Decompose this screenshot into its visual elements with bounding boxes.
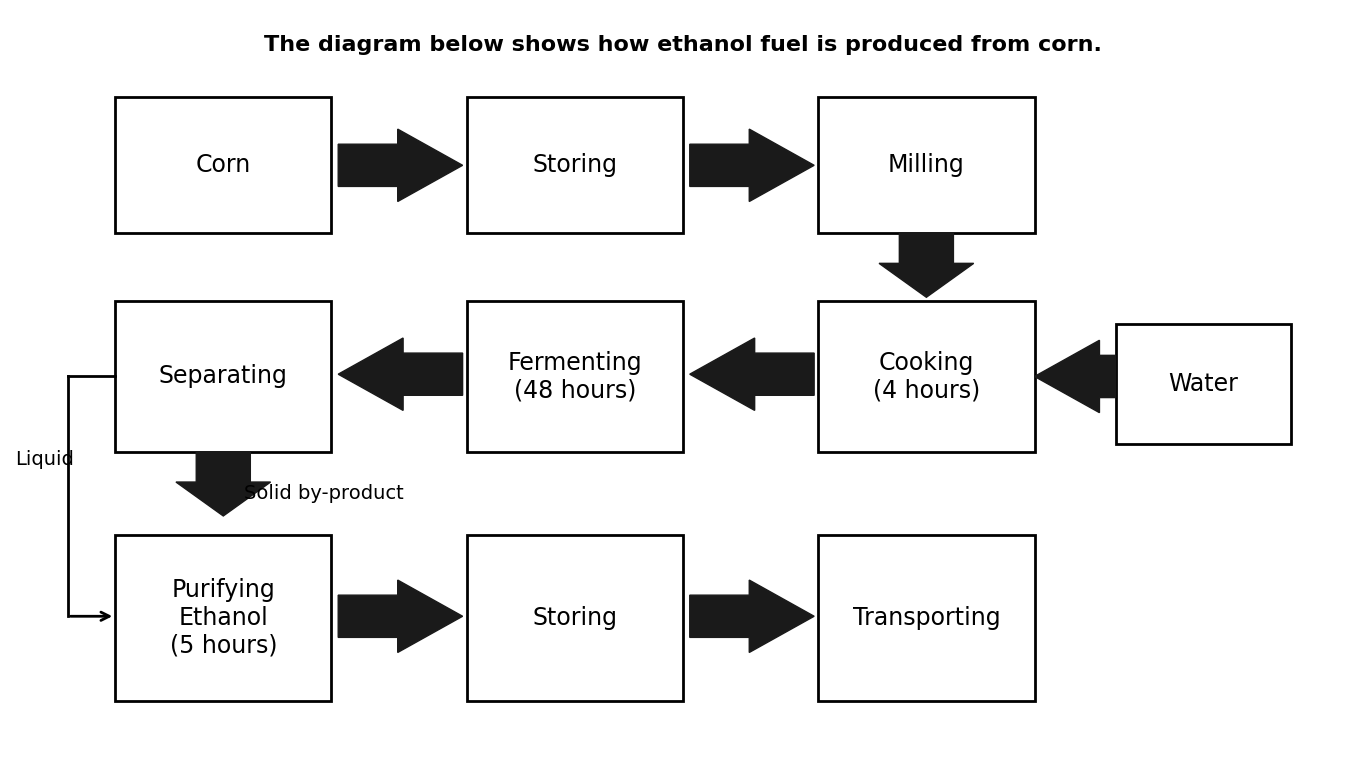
FancyBboxPatch shape: [1116, 323, 1291, 445]
FancyBboxPatch shape: [467, 301, 683, 452]
FancyBboxPatch shape: [115, 98, 332, 233]
FancyBboxPatch shape: [115, 535, 332, 700]
Text: Storing: Storing: [533, 154, 617, 177]
FancyBboxPatch shape: [818, 98, 1034, 233]
Polygon shape: [690, 580, 814, 653]
Polygon shape: [880, 233, 974, 297]
Text: The diagram below shows how ethanol fuel is produced from corn.: The diagram below shows how ethanol fuel…: [264, 35, 1102, 55]
FancyBboxPatch shape: [115, 301, 332, 452]
FancyBboxPatch shape: [818, 301, 1034, 452]
Polygon shape: [690, 338, 814, 410]
Text: Liquid: Liquid: [15, 450, 74, 469]
Text: Milling: Milling: [888, 154, 964, 177]
Polygon shape: [690, 129, 814, 201]
Text: Fermenting
(48 hours): Fermenting (48 hours): [508, 350, 642, 402]
Polygon shape: [339, 338, 463, 410]
Text: Storing: Storing: [533, 606, 617, 630]
Text: Water: Water: [1169, 372, 1239, 396]
Polygon shape: [1034, 340, 1116, 412]
Text: Separating: Separating: [158, 365, 288, 389]
FancyBboxPatch shape: [467, 535, 683, 700]
Text: Cooking
(4 hours): Cooking (4 hours): [873, 350, 979, 402]
FancyBboxPatch shape: [818, 535, 1034, 700]
Polygon shape: [339, 580, 463, 653]
FancyBboxPatch shape: [467, 98, 683, 233]
Text: Transporting: Transporting: [852, 606, 1000, 630]
Text: Purifying
Ethanol
(5 hours): Purifying Ethanol (5 hours): [169, 578, 277, 657]
Text: Corn: Corn: [195, 154, 251, 177]
Text: Solid by-product: Solid by-product: [243, 484, 403, 503]
Polygon shape: [176, 452, 270, 516]
Polygon shape: [339, 129, 463, 201]
